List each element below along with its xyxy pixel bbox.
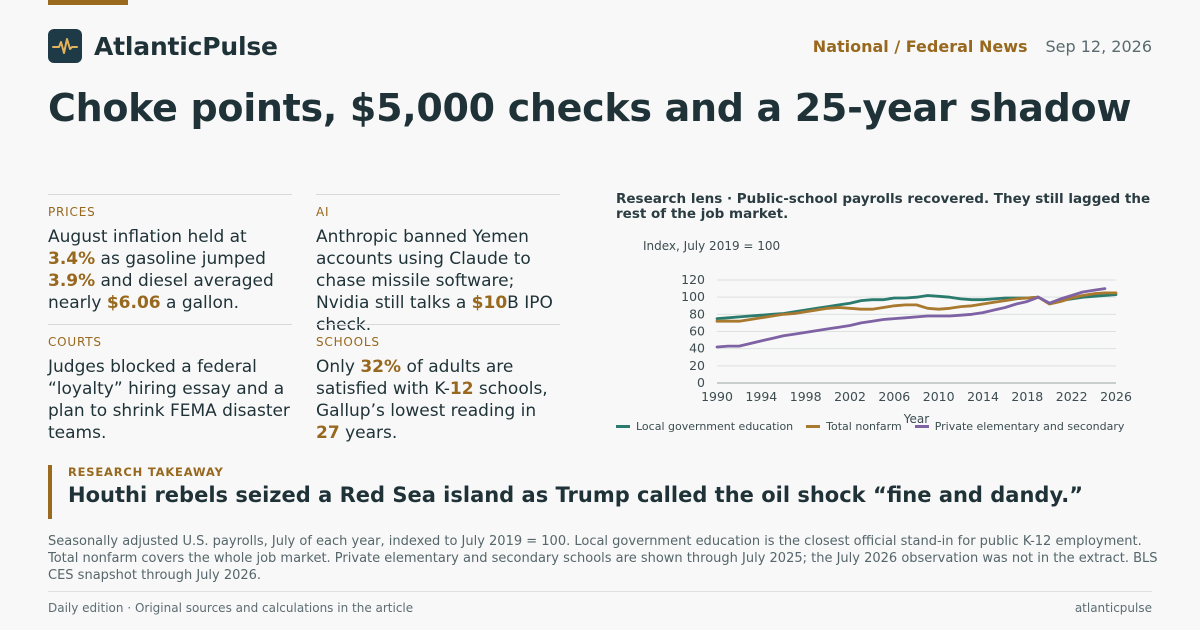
brand[interactable]: AtlanticPulse xyxy=(48,29,278,63)
x-axis-label: Year xyxy=(903,412,929,426)
x-tick-label: 2018 xyxy=(1011,389,1043,404)
highlight-figure: 3.9% xyxy=(48,271,96,291)
page-title: Choke points, $5,000 checks and a 25-yea… xyxy=(48,86,1132,130)
card-body: Anthropic banned Yemen accounts using Cl… xyxy=(316,226,560,336)
card-kicker: PRICES xyxy=(48,205,96,219)
x-tick-label: 1994 xyxy=(745,389,777,404)
legend-swatch xyxy=(616,425,630,428)
card-text: as gasoline jumped xyxy=(95,249,266,269)
accent-bar xyxy=(48,0,128,5)
card-text: Judges blocked a federal “loyalty” hirin… xyxy=(48,357,290,443)
chart-svg: Index, July 2019 = 100 0 20 40 60 80 100 120 199… xyxy=(643,239,1132,426)
publish-date: Sep 12, 2026 xyxy=(1045,36,1153,56)
x-tick-label: 2022 xyxy=(1056,389,1088,404)
legend-label: Total nonfarm xyxy=(826,420,902,433)
chart-title: Research lens · Public-school payrolls r… xyxy=(616,191,1151,222)
legend-label: Local government education xyxy=(636,420,794,433)
y-tick-label: 60 xyxy=(689,324,705,339)
legend-swatch xyxy=(806,425,821,428)
y-axis-label: Index, July 2019 = 100 xyxy=(643,239,780,253)
research-takeaway: RESEARCH TAKEAWAY Houthi rebels seized a… xyxy=(48,465,1152,519)
site-header: AtlanticPulse National / Federal News Se… xyxy=(48,28,1152,64)
legend-item: Private elementary and secondary xyxy=(914,420,1125,433)
x-tick-label: 2006 xyxy=(878,389,910,404)
highlight-figure: $10 xyxy=(471,293,508,313)
highlight-figure: 27 xyxy=(316,423,340,443)
highlight-figure: 12 xyxy=(449,379,474,399)
footer-site[interactable]: atlanticpulse xyxy=(1074,601,1152,615)
card-text: Anthropic banned Yemen accounts using Cl… xyxy=(316,227,531,313)
card-kicker: AI xyxy=(316,205,330,219)
x-tick-label: 2002 xyxy=(834,389,866,404)
card-body: Judges blocked a federal “loyalty” hirin… xyxy=(48,356,292,444)
card-text: and diesel averaged nearly xyxy=(48,271,274,313)
card-kicker: COURTS xyxy=(48,335,102,349)
series-line-private-elementary-and-secondary xyxy=(715,287,1107,349)
x-tick-label: 1998 xyxy=(790,389,822,404)
legend-item: Total nonfarm xyxy=(806,420,902,433)
highlight-figure: 32% xyxy=(360,357,402,377)
x-tick-label: 2010 xyxy=(923,389,955,404)
card-schools: SCHOOLS Only 32% of adults are satisfied… xyxy=(316,324,560,444)
brand-name: AtlanticPulse xyxy=(94,31,278,61)
y-tick-label: 120 xyxy=(681,272,705,287)
footer-edition: Daily edition · Original sources and cal… xyxy=(48,601,414,615)
card-text: of adults are satisfied with K- xyxy=(316,357,514,399)
section-link[interactable]: National / Federal News xyxy=(812,36,1028,56)
x-tick-label: 2026 xyxy=(1100,389,1132,404)
y-tick-label: 20 xyxy=(689,358,705,373)
card-body: Only 32% of adults are satisfied with K-… xyxy=(316,356,560,444)
pulse-icon xyxy=(48,29,82,63)
card-text: a gallon. xyxy=(160,293,240,313)
legend-label: Private elementary and secondary xyxy=(934,420,1125,433)
source-note: Seasonally adjusted U.S. payrolls, July … xyxy=(48,534,1158,583)
card-text: schools, Gallup’s lowest reading in xyxy=(316,379,548,421)
highlight-figure: $6.06 xyxy=(106,293,161,313)
highlight-figure: 3.4% xyxy=(48,249,96,269)
card-text: August inflation held at xyxy=(48,227,247,247)
y-tick-label: 80 xyxy=(689,306,705,321)
takeaway-kicker: RESEARCH TAKEAWAY xyxy=(68,465,224,479)
card-text: B IPO check. xyxy=(316,293,553,335)
chart-legend: Local government education Total nonfarm P… xyxy=(616,420,1124,433)
card-text: years. xyxy=(339,423,398,443)
card-body: August inflation held at 3.4% as gasolin… xyxy=(48,226,292,314)
y-tick-label: 0 xyxy=(697,375,705,390)
x-tick-label: 1990 xyxy=(701,389,733,404)
x-tick-label: 2014 xyxy=(967,389,999,404)
payrolls-chart: Research lens · Public-school payrolls r… xyxy=(616,191,1156,433)
footer: Daily edition · Original sources and cal… xyxy=(48,591,1152,615)
y-tick-label: 40 xyxy=(689,341,705,356)
legend-item: Local government education xyxy=(616,420,793,433)
card-text: Only xyxy=(316,357,361,377)
y-tick-label: 100 xyxy=(681,289,705,304)
card-ai: AI Anthropic banned Yemen accounts using… xyxy=(316,194,560,336)
card-kicker: SCHOOLS xyxy=(316,335,380,349)
card-courts: COURTS Judges blocked a federal “loyalty… xyxy=(48,324,292,444)
legend-swatch xyxy=(914,425,929,428)
card-prices: PRICES August inflation held at 3.4% as … xyxy=(48,194,292,314)
takeaway-text: Houthi rebels seized a Red Sea island as… xyxy=(68,483,1084,507)
